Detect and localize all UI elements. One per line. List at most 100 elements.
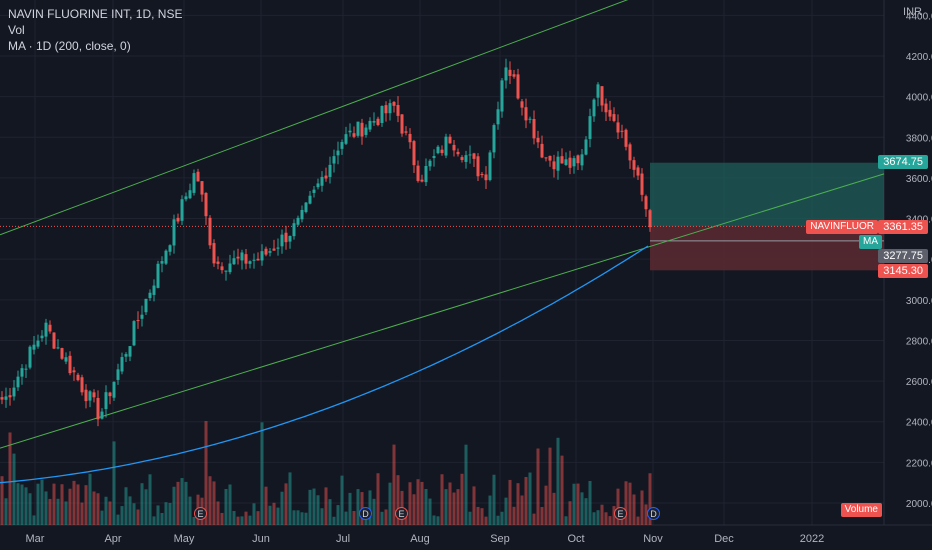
candle-body xyxy=(332,156,336,164)
volume-bar xyxy=(544,485,548,525)
time-tick-label: Mar xyxy=(26,533,45,545)
earnings-event-icon[interactable]: E xyxy=(395,507,408,520)
candle-body xyxy=(160,261,164,264)
candle-body xyxy=(448,136,452,144)
candle-body xyxy=(240,252,244,261)
volume-bar xyxy=(332,516,336,525)
volume-bar xyxy=(140,483,144,525)
candle-body xyxy=(632,160,636,170)
candle-body xyxy=(228,263,232,273)
candle-body xyxy=(424,165,428,183)
symbol-tag: NAVINFLUOR xyxy=(806,220,878,234)
dividend-event-icon[interactable]: D xyxy=(647,507,660,520)
position-zones xyxy=(650,162,884,271)
volume-bar xyxy=(172,486,176,525)
candle-body xyxy=(444,136,448,156)
time-tick-label: Apr xyxy=(104,533,121,545)
volume-bar xyxy=(156,505,160,525)
volume-bar xyxy=(252,503,256,525)
earnings-event-icon[interactable]: E xyxy=(614,507,627,520)
candle-body xyxy=(0,397,4,400)
candle-body xyxy=(400,114,404,134)
candle-body xyxy=(420,179,424,182)
candle-body xyxy=(380,105,384,123)
volume-bar xyxy=(496,515,500,525)
currency-label[interactable]: INR xyxy=(903,6,922,18)
volume-bar xyxy=(0,476,4,525)
volume-bar xyxy=(80,502,84,525)
volume-bar xyxy=(12,453,16,525)
volume-bar xyxy=(600,504,604,525)
chart-legend: NAVIN FLUORINE INT, 1D, NSE Vol MA · 1D … xyxy=(8,6,182,54)
volume-bar xyxy=(268,505,272,525)
volume-bar xyxy=(40,479,44,525)
candle-body xyxy=(172,219,176,246)
candle-body xyxy=(52,332,56,349)
volume-bar xyxy=(164,502,168,525)
candle-body xyxy=(440,149,444,154)
candle-body xyxy=(104,392,108,410)
volume-bar xyxy=(388,482,392,525)
volume-bar xyxy=(32,515,36,525)
candle-body xyxy=(576,155,580,164)
volume-bar xyxy=(60,484,64,525)
candle-body xyxy=(76,374,80,381)
ma-indicator-label[interactable]: MA · 1D (200, close, 0) xyxy=(8,39,131,53)
candle-body xyxy=(224,270,228,272)
candle-body xyxy=(256,258,260,261)
volume-bar xyxy=(576,483,580,525)
time-tick-label: Jun xyxy=(252,533,270,545)
volume-bar xyxy=(44,491,48,525)
candle-body xyxy=(132,321,136,346)
price-tick-label: 2800.00 xyxy=(906,336,932,347)
volume-bar xyxy=(128,496,132,525)
volume-bar xyxy=(136,509,140,525)
candle-body xyxy=(112,381,116,398)
time-tick-label: May xyxy=(174,533,195,545)
dividend-event-icon[interactable]: D xyxy=(359,507,372,520)
time-tick-label: 2022 xyxy=(800,533,824,545)
volume-bar xyxy=(448,482,452,525)
volume-bar xyxy=(508,479,512,525)
volume-bar xyxy=(24,487,28,525)
candle-body xyxy=(88,391,92,401)
volume-bar xyxy=(476,506,480,525)
candle-body xyxy=(392,101,396,106)
candle-body xyxy=(348,130,352,133)
volume-bar xyxy=(272,502,276,525)
volume-bar xyxy=(512,506,516,525)
lower-trendline[interactable] xyxy=(0,173,885,449)
candlesticks xyxy=(0,58,652,427)
candle-body xyxy=(148,292,152,299)
candle-body xyxy=(504,67,508,81)
candle-body xyxy=(204,192,208,217)
volume-bar xyxy=(76,484,80,525)
candle-body xyxy=(496,109,500,125)
symbol-title[interactable]: NAVIN FLUORINE INT, 1D, NSE xyxy=(8,7,183,21)
volume-bar xyxy=(160,512,164,525)
candle-body xyxy=(320,176,324,186)
candle-body xyxy=(232,258,236,265)
volume-bar xyxy=(596,510,600,525)
candle-body xyxy=(140,314,144,319)
earnings-event-icon[interactable]: E xyxy=(194,507,207,520)
volume-bar xyxy=(480,508,484,525)
candle-body xyxy=(136,320,140,322)
candle-body xyxy=(28,346,32,368)
vol-indicator-label[interactable]: Vol xyxy=(8,23,25,37)
volume-bar xyxy=(348,492,352,525)
candle-body xyxy=(40,335,44,339)
target-price-tag: 3674.75 xyxy=(878,155,928,169)
candle-body xyxy=(552,161,556,170)
candle-body xyxy=(4,396,8,400)
upper-trendline[interactable] xyxy=(0,0,640,236)
volume-bar xyxy=(56,498,60,525)
time-tick-label: Oct xyxy=(567,533,584,545)
last-price-tag: 3361.35 xyxy=(878,220,928,234)
candle-body xyxy=(152,285,156,295)
candle-body xyxy=(596,84,600,98)
candle-body xyxy=(624,129,628,147)
candle-body xyxy=(324,175,328,179)
price-tick-label: 3800.00 xyxy=(906,133,932,144)
